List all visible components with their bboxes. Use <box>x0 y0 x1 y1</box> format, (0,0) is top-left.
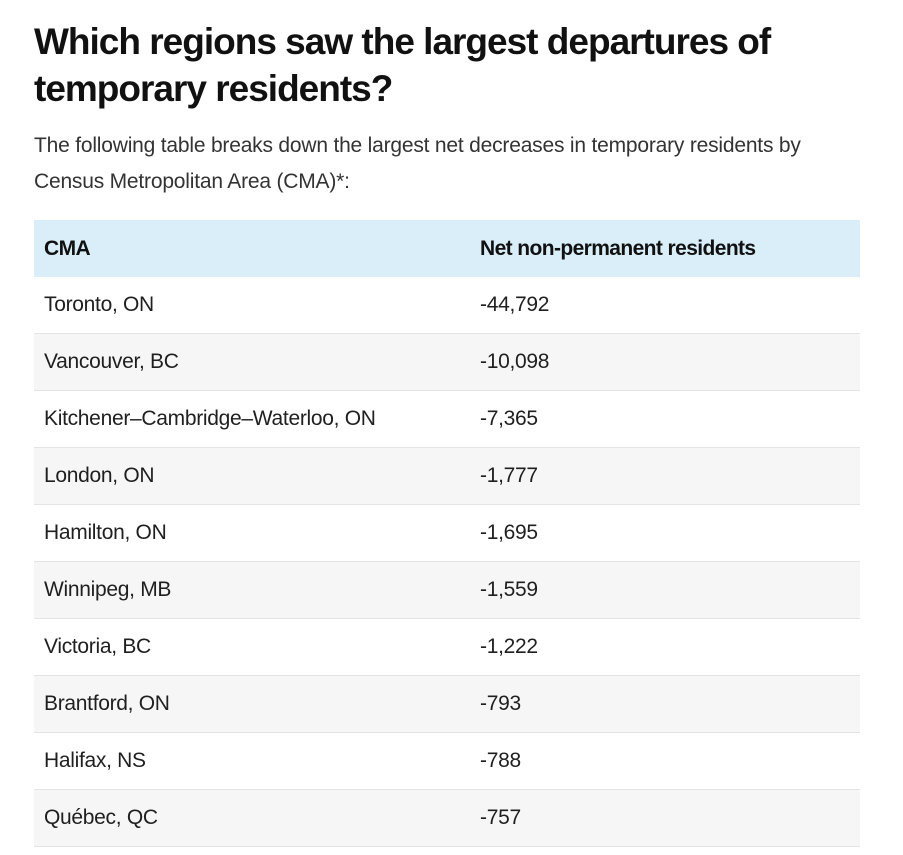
cell-cma: Brantford, ON <box>44 692 170 715</box>
cell-cma: Québec, QC <box>44 806 158 829</box>
cell-cma: Kitchener–Cambridge–Waterloo, ON <box>44 407 376 430</box>
cell-net: -1,559 <box>480 578 538 601</box>
table-row: Toronto, ON -44,792 <box>34 277 860 334</box>
column-header-net: Net non-permanent residents <box>480 236 756 260</box>
cell-cma: Victoria, BC <box>44 635 151 658</box>
cell-cma: Toronto, ON <box>44 293 154 316</box>
table-row: Brantford, ON -793 <box>34 676 860 733</box>
cell-cma: Halifax, NS <box>44 749 146 772</box>
cell-cma: Vancouver, BC <box>44 350 179 373</box>
table-row: London, ON -1,777 <box>34 448 860 505</box>
cell-net: -7,365 <box>480 407 538 430</box>
cell-cma: Hamilton, ON <box>44 521 167 544</box>
cell-net: -10,098 <box>480 350 550 373</box>
cell-net: -793 <box>480 692 521 715</box>
column-header-cma: CMA <box>44 236 91 260</box>
table-row: Vancouver, BC -10,098 <box>34 334 860 391</box>
cell-net: -1,695 <box>480 521 538 544</box>
intro-paragraph: The following table breaks down the larg… <box>34 134 801 193</box>
cell-net: -1,777 <box>480 464 538 487</box>
cell-cma: London, ON <box>44 464 155 487</box>
table-row: Québec, QC -757 <box>34 790 860 847</box>
cell-net: -788 <box>480 749 521 772</box>
table-row: Victoria, BC -1,222 <box>34 619 860 676</box>
cell-net: -1,222 <box>480 635 538 658</box>
table-row: Winnipeg, MB -1,559 <box>34 562 860 619</box>
article-section: Which regions saw the largest departures… <box>34 18 860 847</box>
table-row: Hamilton, ON -1,695 <box>34 505 860 562</box>
table-row: Kitchener–Cambridge–Waterloo, ON -7,365 <box>34 391 860 448</box>
cell-net: -757 <box>480 806 521 829</box>
cell-cma: Winnipeg, MB <box>44 578 172 601</box>
table-row: Halifax, NS -788 <box>34 733 860 790</box>
cell-net: -44,792 <box>480 293 550 316</box>
table-header-row: CMA Net non-permanent residents <box>34 220 860 277</box>
section-heading: Which regions saw the largest departures… <box>34 21 771 109</box>
departures-table: CMA Net non-permanent residents Toronto,… <box>34 220 860 847</box>
